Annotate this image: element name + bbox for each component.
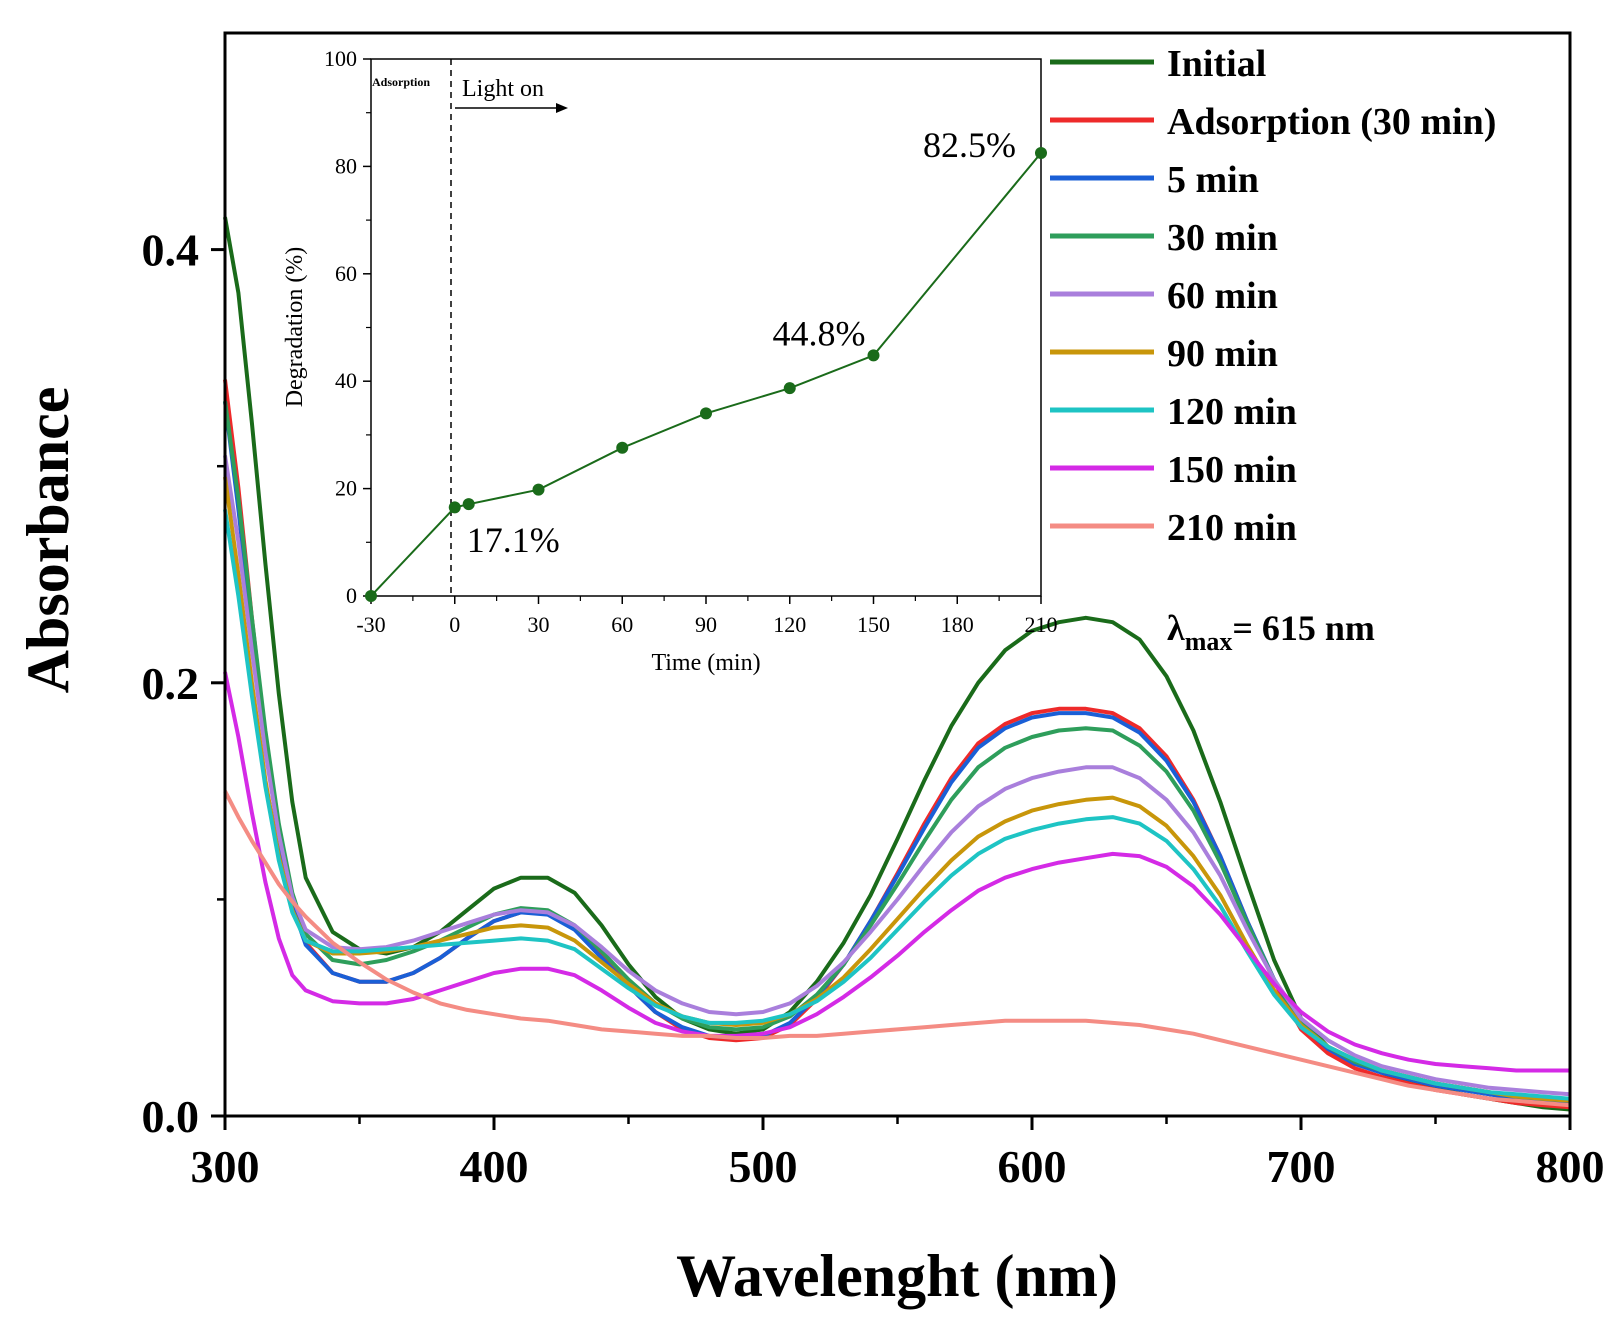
- inset-x-tick-label: 120: [773, 612, 806, 637]
- inset-plot-frame: [370, 58, 1042, 597]
- inset-y-tick-label: 80: [335, 153, 357, 178]
- main-ticks: [211, 248, 1572, 1130]
- lambda-subscript: max: [1185, 627, 1233, 656]
- inset-data-point: [462, 498, 475, 511]
- main-x-tick-label: 800: [1536, 1141, 1605, 1192]
- main-x-tick-label: 600: [998, 1141, 1067, 1192]
- inset-y-tick-label: 60: [335, 261, 357, 286]
- inset-x-tick-label: 90: [695, 612, 717, 637]
- inset-data-point: [783, 382, 796, 395]
- inset-x-tick-label: -30: [356, 612, 385, 637]
- inset-x-tick-label: 60: [611, 612, 633, 637]
- inset-data-point: [700, 407, 712, 420]
- inset-annotation: 82.5%: [923, 125, 1016, 165]
- legend-label-5: 90 min: [1167, 333, 1278, 375]
- inset-annotation: 17.1%: [467, 520, 560, 560]
- inset-y-tick-label: 20: [335, 476, 357, 501]
- lambda-symbol: λ: [1167, 608, 1185, 648]
- inset-x-axis-label: Time (min): [651, 650, 760, 676]
- inset-series-group: [365, 146, 1047, 602]
- inset-tick-labels: -30 0 30 60 90 120 150 180 210 0 20 40 60 80 100: [324, 46, 1058, 637]
- main-y-tick-label: 0.2: [142, 658, 200, 709]
- inset-annotation: 44.8%: [773, 313, 866, 353]
- inset-data-point: [616, 441, 629, 454]
- series-line-6: [223, 509, 1571, 1101]
- inset-data-point: [448, 501, 461, 514]
- inset-x-tick-label: 0: [449, 612, 460, 637]
- legend-label-0: Initial: [1167, 43, 1266, 85]
- inset-y-tick-label: 0: [346, 583, 357, 608]
- legend-label-1: Adsorption (30 min): [1167, 101, 1496, 143]
- inset-annotations: 17.1% 44.8% 82.5%: [467, 125, 1016, 560]
- series-line-8: [223, 790, 1571, 1108]
- inset-y-axis-label: Degradation (%): [282, 247, 308, 408]
- legend-label-3: 30 min: [1167, 217, 1278, 259]
- inset-data-point: [867, 349, 880, 362]
- inset-y-tick-label: 40: [335, 368, 357, 393]
- series-line-4: [223, 455, 1571, 1097]
- main-x-tick-label: 300: [191, 1141, 260, 1192]
- main-x-tick-label: 500: [729, 1141, 798, 1192]
- inset-x-tick-label: 30: [528, 612, 550, 637]
- inset-x-tick-label: 210: [1025, 612, 1058, 637]
- inset-ticks: [363, 58, 1042, 604]
- inset-data-point: [1035, 146, 1047, 159]
- lambda-max-annotation: λmax= 615 nm: [1167, 608, 1375, 656]
- inset-x-tick-label: 150: [857, 612, 890, 637]
- legend-label-6: 120 min: [1167, 391, 1297, 433]
- inset-data-point: [365, 590, 377, 602]
- inset-light-on-arrow-head: [556, 103, 568, 113]
- legend-label-8: 210 min: [1167, 507, 1297, 549]
- inset-x-tick-label: 180: [941, 612, 974, 637]
- legend-label-4: 60 min: [1167, 275, 1278, 317]
- legend-label-7: 150 min: [1167, 449, 1297, 491]
- legend-label-2: 5 min: [1167, 159, 1259, 201]
- main-x-tick-label: 400: [460, 1141, 529, 1192]
- inset-light-on-label: Light on: [462, 76, 544, 102]
- main-x-axis-label: Wavelenght (nm): [676, 1243, 1118, 1309]
- main-y-axis-label: Absorbance: [15, 387, 81, 694]
- inset-plot: Adsorption Light on -30 0 30 60 90 120 150 180 2…: [282, 46, 1058, 676]
- inset-adsorption-label: Adsorption: [372, 75, 430, 89]
- main-x-tick-label: 700: [1267, 1141, 1336, 1192]
- main-series-group: [223, 216, 1571, 1112]
- inset-y-tick-label: 100: [324, 46, 357, 71]
- lambda-value: = 615 nm: [1232, 608, 1375, 648]
- main-y-tick-label: 0.0: [142, 1091, 200, 1142]
- series-line-7: [223, 671, 1570, 1073]
- legend: Initial Adsorption (30 min) 5 min 30 min 60 …: [1050, 43, 1496, 549]
- main-y-tick-label: 0.4: [142, 225, 200, 276]
- inset-data-point: [532, 483, 545, 496]
